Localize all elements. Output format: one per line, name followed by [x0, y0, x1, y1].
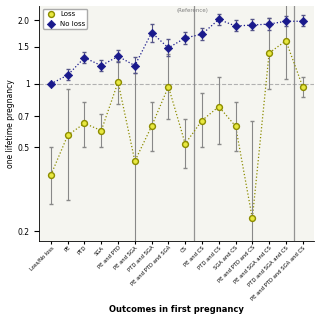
No loss: [166, 45, 171, 51]
No loss: [267, 21, 272, 27]
Loss: [267, 51, 272, 56]
Loss: [132, 159, 137, 164]
Loss: [233, 124, 238, 129]
No loss: [300, 19, 305, 24]
Loss: [166, 84, 171, 89]
Loss: [48, 172, 53, 178]
No loss: [99, 63, 104, 68]
Loss: [116, 79, 121, 84]
Loss: [199, 118, 204, 123]
Loss: [65, 133, 70, 138]
Text: (Reference): (Reference): [177, 8, 209, 13]
Legend: Loss, No loss: Loss, No loss: [43, 9, 87, 29]
No loss: [149, 30, 154, 35]
No loss: [199, 32, 204, 37]
X-axis label: Outcomes in first pregnancy: Outcomes in first pregnancy: [109, 306, 244, 315]
Loss: [99, 128, 104, 133]
No loss: [65, 73, 70, 78]
Y-axis label: one lifetime pregnancy: one lifetime pregnancy: [5, 79, 14, 168]
Loss: [216, 104, 221, 109]
No loss: [48, 81, 53, 86]
No loss: [250, 22, 255, 28]
Loss: [250, 216, 255, 221]
No loss: [116, 54, 121, 59]
Loss: [283, 38, 288, 43]
No loss: [82, 55, 87, 60]
Loss: [149, 124, 154, 129]
No loss: [132, 63, 137, 68]
Loss: [82, 121, 87, 126]
No loss: [233, 23, 238, 28]
Loss: [300, 84, 305, 89]
No loss: [216, 17, 221, 22]
No loss: [183, 36, 188, 41]
No loss: [283, 19, 288, 24]
Loss: [183, 141, 188, 146]
